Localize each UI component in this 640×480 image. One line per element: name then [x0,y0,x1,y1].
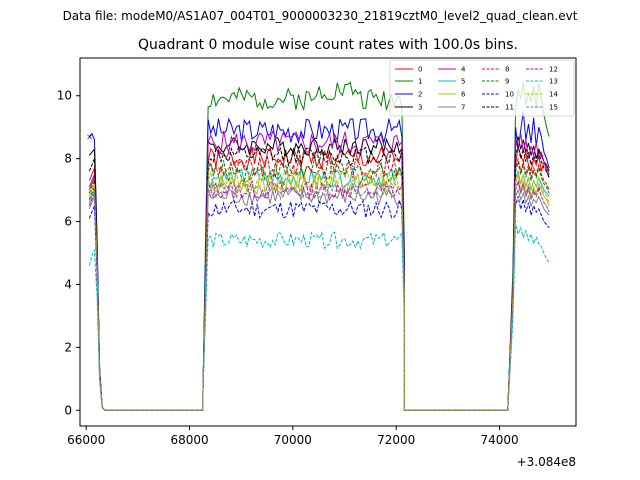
y-tick-label: 4 [64,277,72,291]
legend-label: 14 [549,91,558,99]
legend-label: 6 [461,91,466,99]
legend-item: 6 [438,91,466,99]
series-layer: × [86,81,550,411]
legend-item: 5 [438,78,465,86]
x-tick-label: 72000 [377,433,415,447]
y-tick: 10 [57,89,80,103]
legend-label: 1 [418,78,422,86]
legend-item: 2 [395,91,422,99]
y-tick: 0 [64,403,80,417]
y-tick: 8 [64,152,80,166]
legend-label: 3 [418,104,422,112]
y-tick: 4 [64,277,80,291]
y-tick-label: 2 [64,340,72,354]
legend-label: 2 [418,91,422,99]
legend-label: 7 [461,104,465,112]
x-tick: 70000 [274,426,312,447]
y-tick: 2 [64,340,80,354]
legend-label: 0 [418,66,422,74]
chart-title: Quadrant 0 module wise count rates with … [138,37,518,53]
legend-label: 5 [461,78,465,86]
x-axis: 66000 68000 70000 72000 74000 +3.084e8 [67,426,576,469]
legend-label: 11 [505,104,514,112]
legend-box [389,59,575,117]
legend-item: 7 [438,104,465,112]
y-tick-label: 0 [64,403,72,417]
x-tick-label: 74000 [480,433,518,447]
legend-label: 8 [505,66,509,74]
x-tick-label: 68000 [170,433,208,447]
y-tick: 6 [64,215,80,229]
legend-item: 3 [395,104,422,112]
legend-label: 4 [461,66,466,74]
series-line-15 [88,179,550,411]
legend-item: 10 [482,91,514,99]
series-marker-2: × [86,133,93,142]
x-tick: 66000 [67,426,105,447]
x-tick: 72000 [377,426,415,447]
y-tick-label: 6 [64,215,72,229]
plot-area: × [79,57,577,427]
y-tick-label: 8 [64,152,72,166]
legend-label: 15 [549,104,558,112]
legend-item: 14 [526,91,558,99]
legend-item: 13 [526,78,558,86]
x-tick-label: 70000 [274,433,312,447]
x-tick: 68000 [170,426,209,447]
legend-item: 9 [482,78,509,86]
legend-item: 8 [482,66,509,74]
x-tick-label: 66000 [67,433,105,447]
legend-item: 15 [526,104,558,112]
legend-item: 1 [395,78,422,86]
legend-label: 10 [505,91,514,99]
legend-label: 12 [549,66,558,74]
legend-item: 0 [395,66,422,74]
x-tick: 74000 [480,426,519,447]
x-offset-label: +3.084e8 [517,455,576,469]
plot-frame [79,57,577,427]
legend-item: 12 [526,66,558,74]
chart-suptitle: Data file: modeM0/AS1A07_004T01_90000032… [63,9,578,23]
y-tick-label: 10 [57,89,72,103]
legend-label: 13 [549,78,558,86]
legend-item: 4 [438,66,466,74]
legend-label: 9 [505,78,509,86]
plot-background [80,58,576,426]
y-axis: 0 2 4 6 8 10 [57,89,80,417]
legend-item: 11 [482,104,514,112]
